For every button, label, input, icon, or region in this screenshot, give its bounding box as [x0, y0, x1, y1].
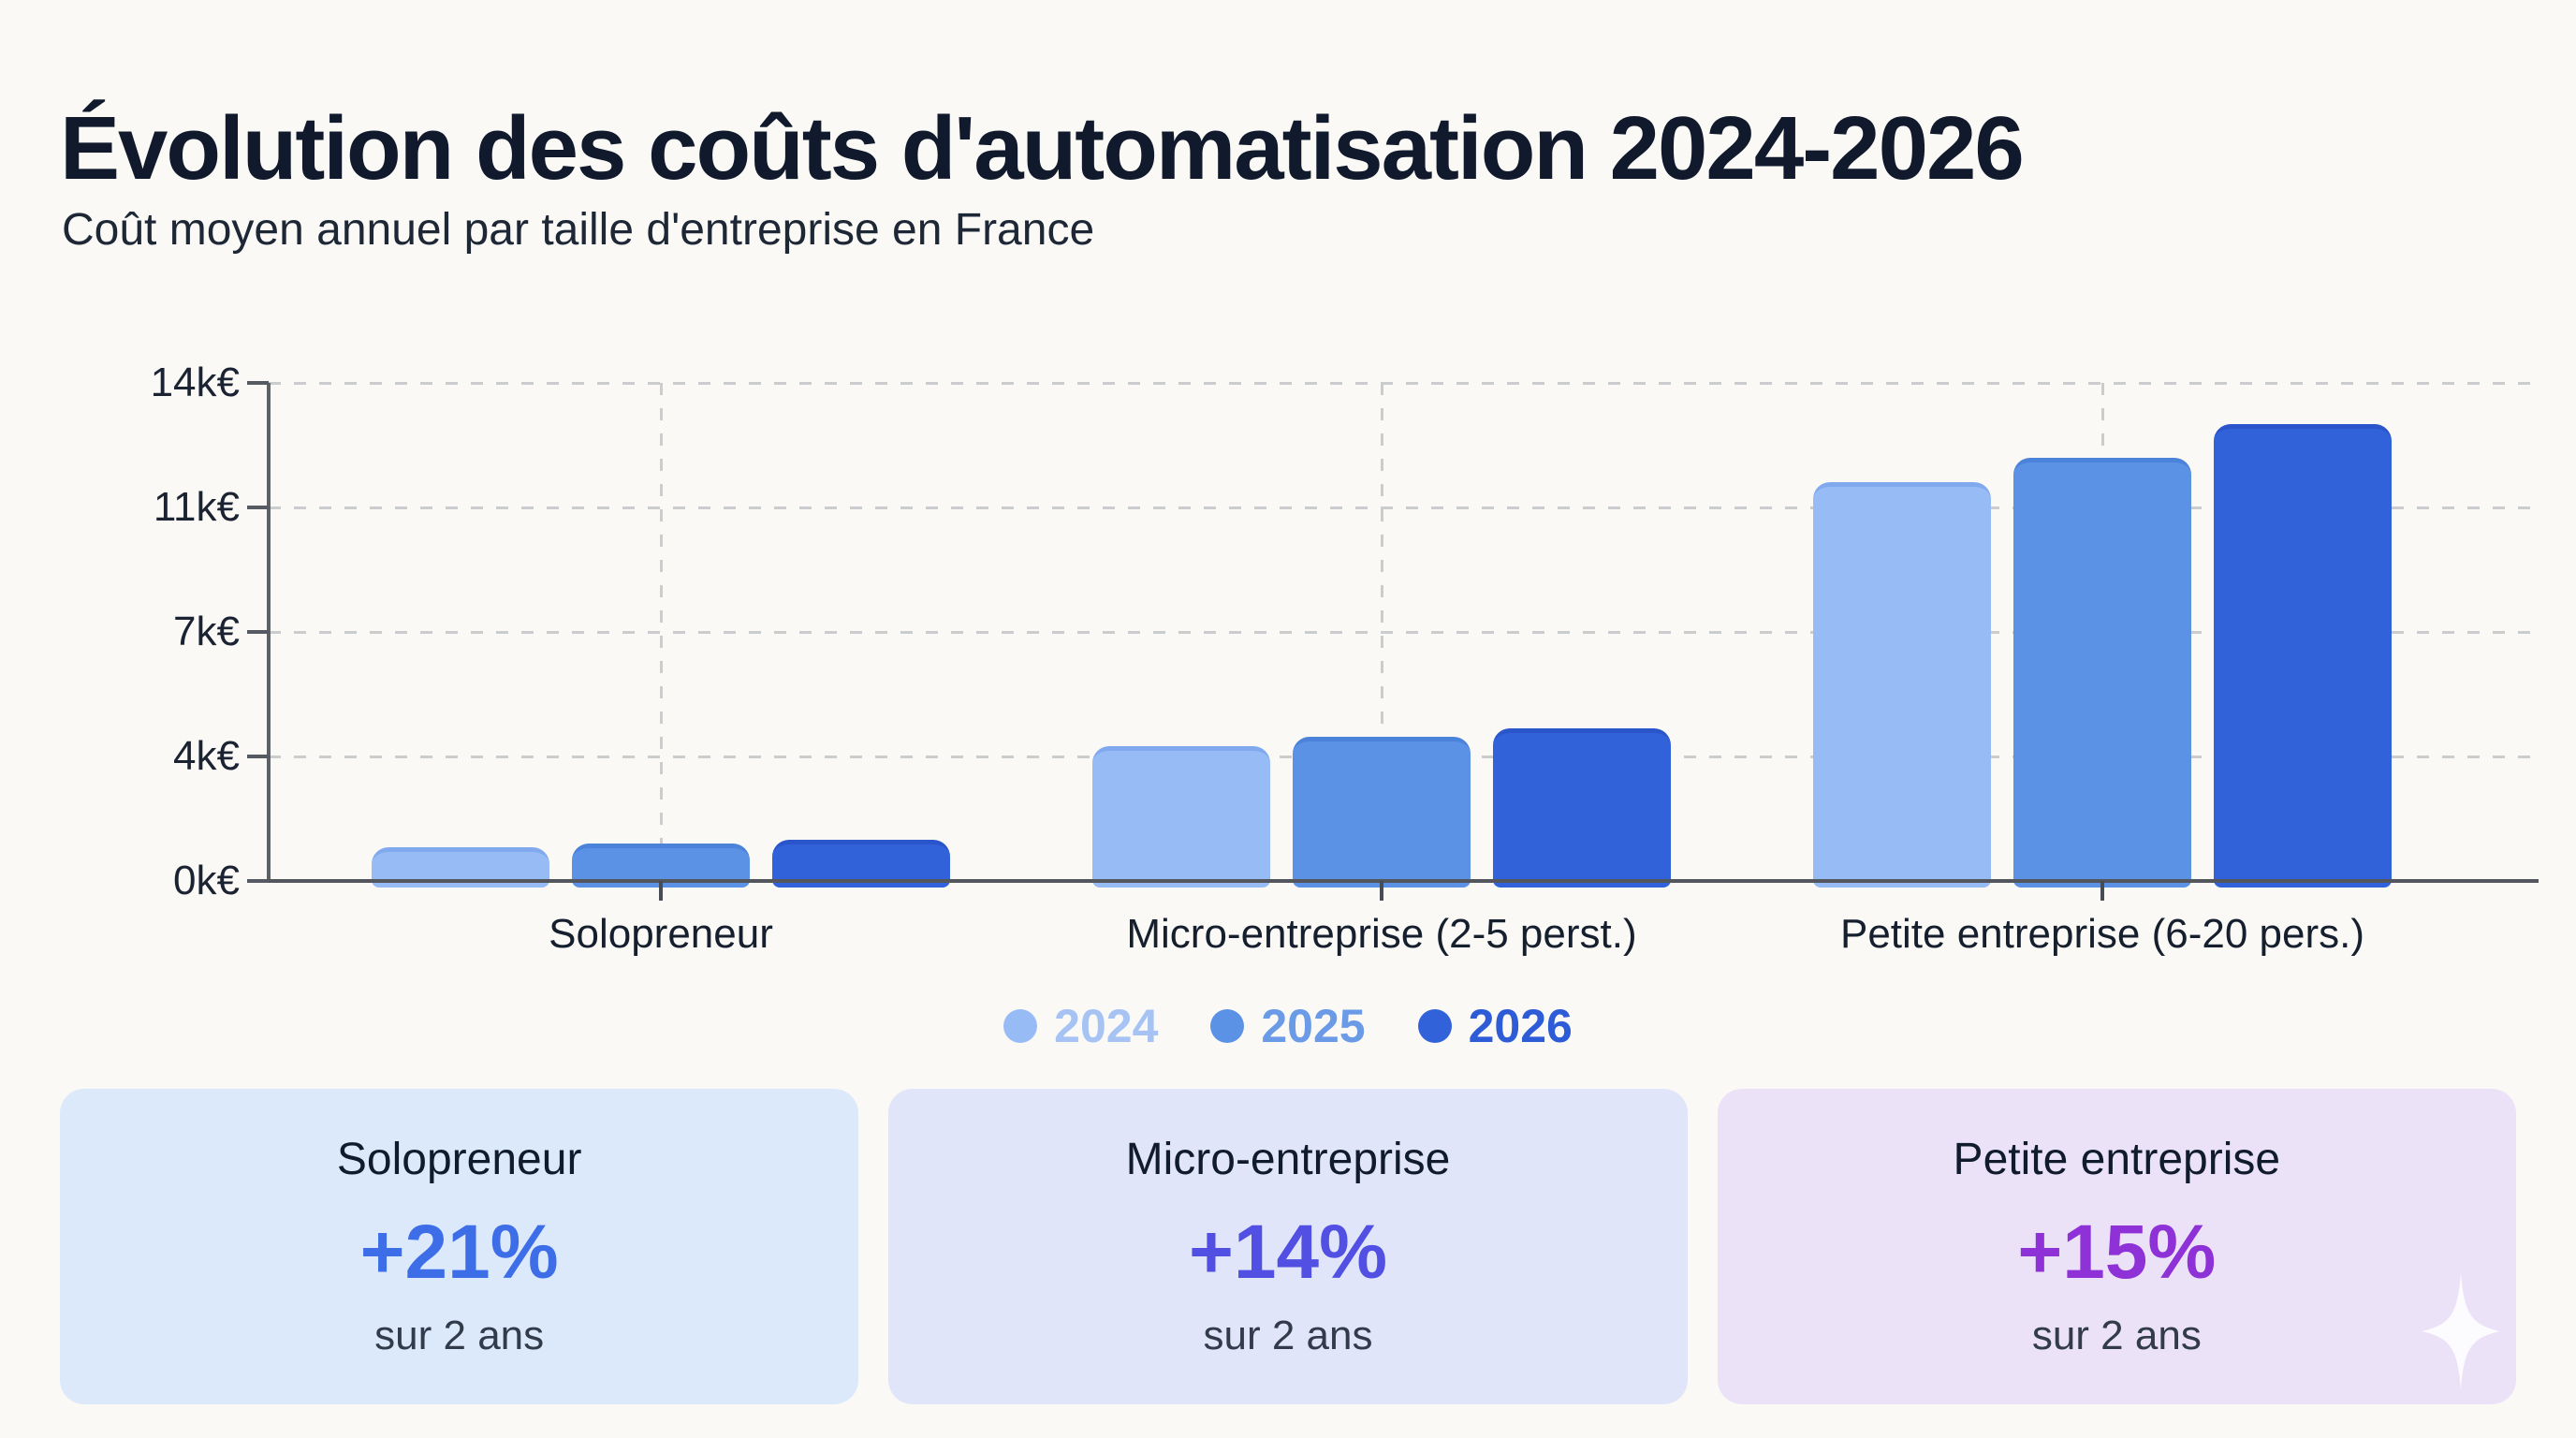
summary-card-micro-entreprise: Micro-entreprise +14% sur 2 ans — [888, 1089, 1688, 1404]
x-axis-line — [267, 879, 2539, 883]
sparkle-icon — [2422, 1273, 2500, 1389]
legend-dot-2024 — [1003, 1009, 1038, 1043]
legend-dot-2026 — [1417, 1009, 1452, 1043]
chart-legend: 2024 2025 2026 — [0, 998, 2576, 1054]
x-tick-mark — [1380, 881, 1383, 901]
y-tick-label: 11k€ — [153, 484, 240, 530]
bar-2025-category-3 — [2013, 457, 2191, 888]
legend-label-2024: 2024 — [1054, 1000, 1159, 1052]
legend-dot-2025 — [1210, 1009, 1245, 1043]
card-caption: sur 2 ans — [2031, 1312, 2202, 1358]
card-title: Petite entreprise — [1953, 1134, 2281, 1184]
card-caption: sur 2 ans — [374, 1312, 545, 1358]
summary-card-solopreneur: Solopreneur +21% sur 2 ans — [60, 1089, 859, 1404]
x-category-label: Solopreneur — [549, 911, 773, 957]
x-category-label: Petite entreprise (6-20 pers.) — [1839, 911, 2365, 957]
y-tick-label: 7k€ — [173, 609, 240, 654]
bar-2026-category-2 — [1493, 727, 1671, 888]
y-tick-label: 4k€ — [173, 733, 240, 779]
x-category-label: Micro-entreprise (2-5 perst.) — [1126, 911, 1637, 957]
gridline-vertical — [1381, 383, 1383, 881]
legend-item-2026: 2026 — [1417, 999, 1573, 1053]
page-subtitle: Coût moyen annuel par taille d'entrepris… — [62, 205, 1095, 255]
card-caption: sur 2 ans — [1203, 1312, 1373, 1358]
y-tick-mark — [247, 506, 269, 509]
card-title: Micro-entreprise — [1125, 1134, 1451, 1184]
bar-2026-category-3 — [2214, 423, 2392, 888]
card-title: Solopreneur — [336, 1134, 582, 1184]
y-tick-mark — [247, 630, 269, 634]
gridline-horizontal — [269, 631, 2539, 634]
page-title: Évolution des coûts d'automatisation 202… — [60, 98, 2025, 199]
bar-2024-category-3 — [1813, 482, 1991, 888]
y-tick-label: 0k€ — [173, 858, 240, 903]
legend-item-2025: 2025 — [1210, 999, 1366, 1053]
gridline-vertical — [660, 383, 663, 881]
x-tick-mark — [659, 881, 663, 901]
card-percent-value: +21% — [359, 1209, 559, 1295]
gridline-horizontal — [269, 382, 2539, 385]
y-tick-mark — [247, 381, 269, 385]
x-tick-mark — [2100, 881, 2104, 901]
y-tick-label: 14k€ — [150, 360, 240, 405]
gridline-horizontal — [269, 506, 2539, 509]
y-axis-line — [267, 383, 271, 883]
summary-cards-row: Solopreneur +21% sur 2 ans Micro-entrepr… — [60, 1089, 2516, 1404]
y-tick-mark — [247, 879, 269, 883]
bar-2025-category-2 — [1293, 737, 1471, 888]
card-percent-value: +15% — [2017, 1209, 2217, 1295]
legend-label-2025: 2025 — [1261, 1000, 1366, 1052]
summary-card-petite-entreprise: Petite entreprise +15% sur 2 ans — [1717, 1089, 2516, 1404]
bar-2024-category-2 — [1092, 745, 1270, 888]
card-percent-value: +14% — [1188, 1209, 1387, 1295]
y-tick-mark — [247, 755, 269, 758]
legend-label-2026: 2026 — [1468, 1000, 1573, 1052]
legend-item-2024: 2024 — [1003, 999, 1158, 1053]
